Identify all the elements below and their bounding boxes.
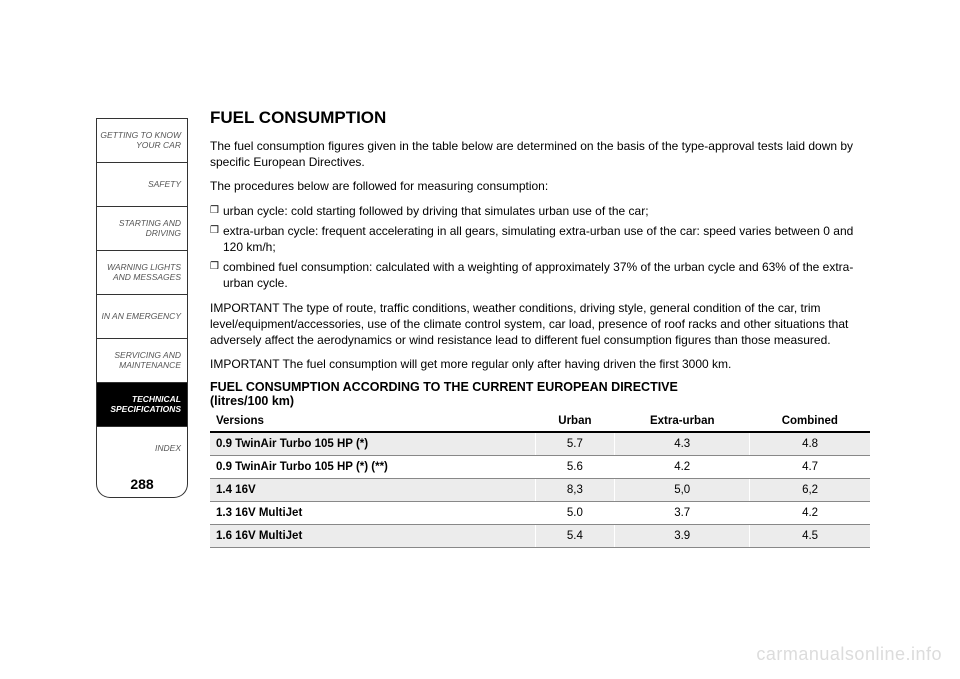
sidebar-tab-safety[interactable]: SAFETY <box>96 162 188 206</box>
sidebar-nav: GETTING TO KNOWYOUR CAR SAFETY STARTING … <box>96 118 188 498</box>
col-urban: Urban <box>535 411 615 432</box>
col-combined: Combined <box>750 411 870 432</box>
table-header-row: Versions Urban Extra-urban Combined <box>210 411 870 432</box>
bullet-icon: ❒ <box>210 203 219 219</box>
table-heading: FUEL CONSUMPTION ACCORDING TO THE CURREN… <box>210 380 870 408</box>
page-content: FUEL CONSUMPTION The fuel consumption fi… <box>210 108 870 548</box>
bullet-icon: ❒ <box>210 223 219 255</box>
sidebar-tab-emergency[interactable]: IN AN EMERGENCY <box>96 294 188 338</box>
table-row: 1.3 16V MultiJet 5.0 3.7 4.2 <box>210 502 870 525</box>
page-number: 288 <box>96 470 188 498</box>
sidebar-tab-warning-lights[interactable]: WARNING LIGHTSAND MESSAGES <box>96 250 188 294</box>
table-row: 1.4 16V 8,3 5,0 6,2 <box>210 479 870 502</box>
bullet-combined: ❒ combined fuel consumption: calculated … <box>210 259 870 291</box>
sidebar-tab-starting-driving[interactable]: STARTING ANDDRIVING <box>96 206 188 250</box>
sidebar-tab-getting-to-know[interactable]: GETTING TO KNOWYOUR CAR <box>96 118 188 162</box>
important-note-1: IMPORTANT The type of route, traffic con… <box>210 300 870 349</box>
col-versions: Versions <box>210 411 535 432</box>
sidebar-tab-technical-specs[interactable]: TECHNICALSPECIFICATIONS <box>96 382 188 426</box>
watermark: carmanualsonline.info <box>756 644 942 665</box>
table-row: 0.9 TwinAir Turbo 105 HP (*) (**) 5.6 4.… <box>210 456 870 479</box>
col-extra-urban: Extra-urban <box>615 411 750 432</box>
sidebar-tab-index[interactable]: INDEX <box>96 426 188 470</box>
table-row: 1.6 16V MultiJet 5.4 3.9 4.5 <box>210 525 870 548</box>
bullet-icon: ❒ <box>210 259 219 291</box>
intro-paragraph-2: The procedures below are followed for me… <box>210 178 870 194</box>
important-note-2: IMPORTANT The fuel consumption will get … <box>210 356 870 372</box>
intro-paragraph-1: The fuel consumption figures given in th… <box>210 138 870 170</box>
bullet-urban-cycle: ❒ urban cycle: cold starting followed by… <box>210 203 870 219</box>
bullet-extra-urban-cycle: ❒ extra-urban cycle: frequent accelerati… <box>210 223 870 255</box>
table-row: 0.9 TwinAir Turbo 105 HP (*) 5.7 4.3 4.8 <box>210 432 870 456</box>
fuel-consumption-table: Versions Urban Extra-urban Combined 0.9 … <box>210 411 870 548</box>
page-title: FUEL CONSUMPTION <box>210 108 870 128</box>
sidebar-tab-servicing[interactable]: SERVICING ANDMAINTENANCE <box>96 338 188 382</box>
